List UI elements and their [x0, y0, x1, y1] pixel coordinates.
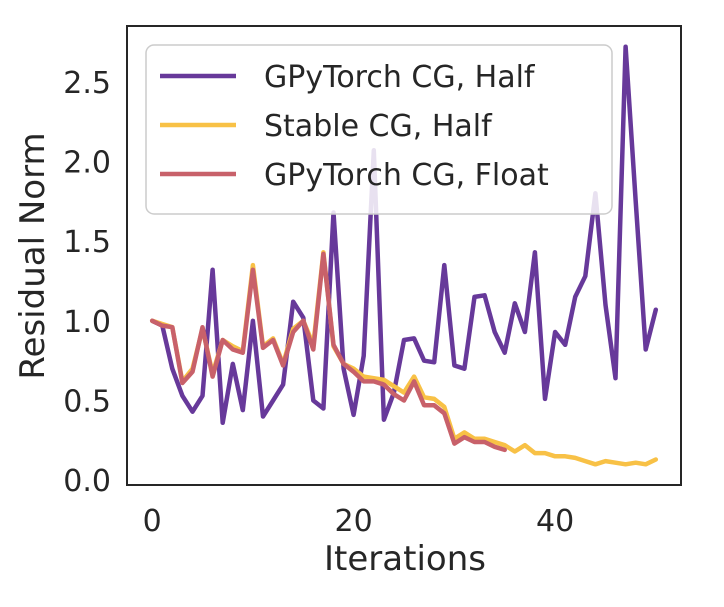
x-axis-label: Iterations [324, 539, 486, 579]
series-line-3 [149, 251, 507, 453]
plot-frame [126, 25, 682, 486]
x-tick-label: 20 [335, 504, 373, 539]
axes [126, 25, 682, 486]
series-line-1 [149, 44, 659, 426]
y-tick-label: 2.0 [63, 145, 111, 180]
y-axis-ticks: 0.0 0.5 1.0 1.5 2.0 2.5 [63, 66, 111, 499]
y-tick-label: 0.5 [63, 385, 111, 420]
legend-box [145, 44, 613, 215]
legend-label: Stable CG, Half [264, 109, 493, 144]
legend-label: GPyTorch CG, Float [264, 158, 549, 193]
legend: GPyTorch CG, Half Stable CG, Half GPyTorch… [145, 44, 613, 215]
x-axis-ticks: 0 20 40 [143, 504, 575, 539]
y-tick-label: 1.5 [63, 225, 111, 260]
x-tick-label: 0 [143, 504, 162, 539]
y-tick-label: 0.0 [63, 464, 111, 499]
x-tick-label: 40 [536, 504, 574, 539]
plot-area [149, 44, 659, 467]
y-axis-label: Residual Norm [13, 132, 53, 379]
legend-label: GPyTorch CG, Half [264, 60, 536, 95]
y-tick-label: 1.0 [63, 305, 111, 340]
y-tick-label: 2.5 [63, 66, 111, 101]
series-line-2 [149, 250, 659, 467]
